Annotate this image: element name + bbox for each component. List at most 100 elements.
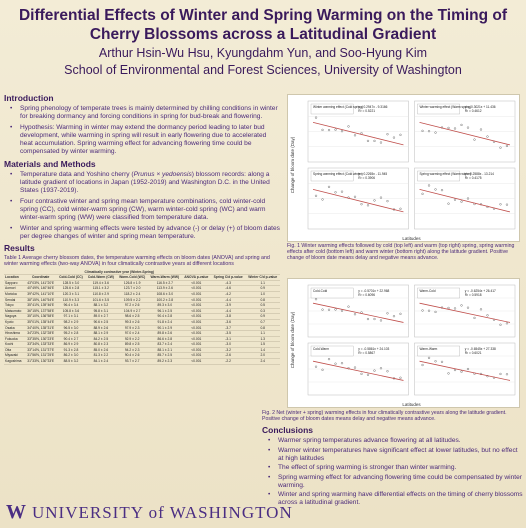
table-cell: 43°03′N, 141°20′E	[24, 280, 57, 287]
table-row: Fukuoka 33°35′N, 130°23′E 90.4 ± 2.7 84.2 ±…	[4, 336, 280, 343]
table-header-cell: Warm-Cold (WC)	[116, 274, 148, 281]
intro-bullet: Spring phenology of temperate trees is m…	[4, 105, 280, 122]
data-point	[505, 203, 509, 206]
data-point	[366, 373, 370, 376]
data-point	[505, 322, 509, 325]
data-point	[334, 308, 337, 311]
data-point	[327, 358, 331, 361]
table-cell: 85.7 ± 2.5	[147, 352, 182, 360]
data-point	[499, 203, 502, 206]
table-cell: 35°01′N, 135°44′E	[24, 319, 57, 326]
data-point	[434, 360, 437, 363]
table-cell: -3.1	[210, 336, 246, 343]
table-cell: 40°49′N, 140°46′E	[24, 285, 57, 292]
data-point	[499, 146, 502, 149]
data-point	[399, 376, 402, 379]
data-point	[327, 308, 331, 311]
data-point	[392, 136, 396, 139]
data-point	[386, 370, 389, 373]
data-point	[314, 194, 318, 197]
table-cell: <0.001	[181, 302, 211, 309]
table-cell: <0.001	[181, 313, 211, 320]
table-cell: <0.001	[181, 336, 211, 343]
table-cell: 90.4 ± 2.8	[147, 313, 182, 320]
data-point	[386, 133, 389, 136]
trend-line	[312, 302, 404, 323]
table-cell: <0.001	[181, 280, 211, 287]
methods-bullet: Winter and spring warming effects were t…	[4, 225, 280, 242]
data-point	[460, 200, 463, 203]
table-cell: 84.2 ± 2.5	[85, 336, 117, 343]
table-row: Tokyo 35°41′N, 139°46′E 96.4 ± 3.4 88.1 ± 3…	[4, 302, 280, 309]
data-point	[392, 315, 396, 318]
legend-label: Cold-Cold	[313, 289, 327, 293]
data-point	[453, 307, 457, 310]
data-point	[421, 192, 424, 195]
table-header-cell: ANOVA p-value	[181, 274, 211, 281]
table-cell: <0.001	[181, 297, 211, 304]
conclusion-bullet: The effect of spring warming is stronger…	[262, 464, 524, 472]
table-body: Sapporo 43°03′N, 141°20′E 128.5 ± 3.0 119.4…	[4, 280, 280, 365]
table-cell: 2.0	[245, 352, 280, 360]
table-cell: -2.6	[210, 352, 246, 360]
data-point	[447, 372, 450, 375]
table-cell: 86.6 ± 2.8	[147, 336, 182, 343]
data-point	[473, 138, 476, 141]
table-cell: <0.001	[181, 330, 211, 337]
data-point	[399, 207, 402, 210]
table-cell: -3.5	[210, 330, 246, 337]
table-cell: 35°10′N, 136°58′E	[24, 313, 57, 320]
data-point	[340, 362, 344, 365]
table-cell: -3.6	[210, 319, 246, 326]
r-squared: R² = 0.5221	[358, 109, 375, 113]
conclusion-bullet: Warmer spring temperatures advance flowe…	[262, 437, 524, 445]
legend-label: Spring warming effect (Warm winter)	[420, 172, 472, 176]
table-cell: 90.4 ± 2.7	[56, 336, 86, 343]
data-point	[479, 308, 483, 311]
y-axis-label: Change of bloom date (Day)	[290, 311, 295, 368]
table-cell: 89.2 ± 2.3	[147, 358, 182, 365]
authors: Arthur Hsin-Wu Hsu, Kyungdahm Yun, and S…	[98, 46, 428, 60]
trend-line	[419, 302, 511, 323]
methods-bullet-text-post: ) blossom records: along a latitude grad…	[20, 170, 270, 195]
data-point	[386, 200, 389, 203]
data-point	[314, 298, 318, 301]
table-cell: Kagoshima	[4, 358, 25, 365]
table-cell: 120.3 ± 3.1	[56, 291, 86, 298]
table-row: Matsumoto 36°15′N, 137°58′E 105.8 ± 3.6 95.…	[4, 308, 280, 315]
table-cell: 88.1 ± 2.9	[85, 330, 117, 337]
left-column: Introduction Spring phenology of tempera…	[4, 93, 280, 365]
methods-heading: Materials and Methods	[4, 158, 96, 169]
r-squared: R² = 0.6021	[465, 351, 482, 355]
data-point	[486, 314, 489, 317]
table-row: Nagoya 35°10′N, 136°58′E 97.1 ± 3.1 89.0 ± …	[4, 313, 280, 320]
table-cell: <0.001	[181, 308, 211, 315]
table-cell: -2.2	[210, 358, 246, 365]
table-cell: 89.3 ± 3.0	[147, 302, 182, 309]
figure-2: Change of bloom date (Day) Latitudes Cold-…	[287, 278, 520, 408]
table-cell: 89.8 ± 2.5	[116, 341, 148, 348]
data-point	[373, 199, 376, 202]
methods-bullet: Four contrastive winter and spring mean …	[4, 198, 280, 223]
trend-equation: y = -0.6254x + 26.417	[465, 289, 496, 293]
table-cell: 104.9 ± 2.7	[116, 308, 148, 315]
table-cell: 110.9 ± 3.3	[56, 297, 86, 304]
table-cell: 93.7 ± 2.7	[116, 358, 148, 365]
data-point	[440, 360, 444, 363]
affiliation: School of Environmental and Forest Scien…	[64, 63, 462, 77]
table-cell: 0.9	[245, 285, 280, 292]
table-cell: <0.001	[181, 319, 211, 326]
table-cell: -4.2	[210, 291, 246, 298]
table-cell: 97.1 ± 3.1	[56, 313, 86, 320]
data-point	[399, 133, 402, 136]
table-cell: 123.7 ± 2.0	[116, 285, 148, 292]
introduction-heading: Introduction	[4, 93, 54, 103]
data-point	[434, 188, 437, 191]
table-row: Kagoshima 31°33′N, 130°33′E 88.5 ± 3.2 84.1…	[4, 358, 280, 365]
data-point	[314, 365, 318, 368]
data-point	[466, 126, 470, 129]
table-cell: 92.9 ± 2.2	[116, 336, 148, 343]
methods-bullet-text-pre: Temperature data and Yoshino cherry (	[20, 170, 134, 178]
table-cell: 1.1	[245, 330, 280, 337]
data-point	[366, 204, 370, 207]
